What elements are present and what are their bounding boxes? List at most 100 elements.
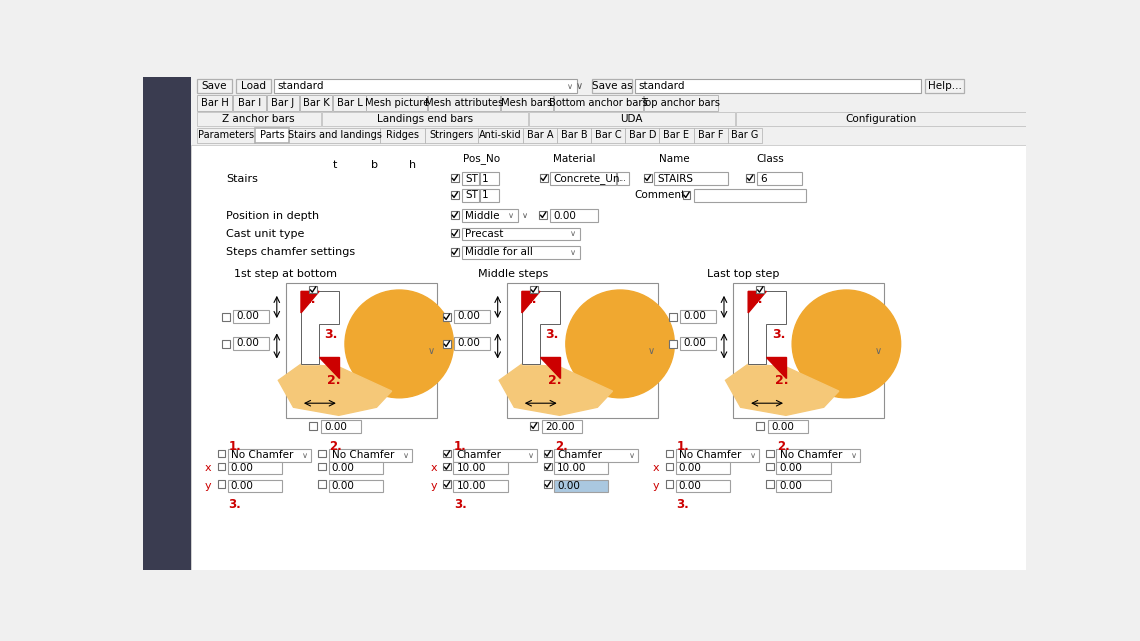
Text: ∨: ∨ — [628, 451, 635, 460]
Text: Bar L: Bar L — [336, 98, 363, 108]
Polygon shape — [319, 358, 339, 378]
Bar — [683, 191, 691, 199]
Bar — [500, 96, 553, 111]
Bar — [222, 313, 230, 320]
Text: 0.00: 0.00 — [678, 481, 702, 491]
Text: 3.: 3. — [228, 498, 241, 511]
Bar — [454, 310, 489, 322]
Bar — [267, 96, 299, 111]
Text: y: y — [205, 481, 212, 491]
Text: No Chamfer: No Chamfer — [780, 451, 842, 460]
Text: Landings end bars: Landings end bars — [376, 114, 473, 124]
Text: 0.00: 0.00 — [236, 338, 259, 348]
Text: Stringers: Stringers — [430, 130, 474, 140]
Bar — [757, 172, 803, 185]
Text: ∨: ∨ — [750, 451, 756, 460]
Text: Steps chamfer settings: Steps chamfer settings — [226, 247, 356, 258]
Text: ∨: ∨ — [402, 451, 409, 460]
Bar — [554, 462, 609, 474]
Text: No Chamfer: No Chamfer — [332, 451, 394, 460]
Text: 3.: 3. — [454, 498, 466, 511]
Bar — [451, 211, 458, 219]
Bar — [676, 449, 759, 462]
Text: Bar K: Bar K — [303, 98, 329, 108]
Bar — [197, 128, 255, 143]
Text: Last top step: Last top step — [707, 269, 780, 279]
Text: 0.00: 0.00 — [324, 422, 347, 431]
Text: x: x — [653, 463, 660, 473]
Text: ∨: ∨ — [850, 451, 857, 460]
Text: 0.00: 0.00 — [553, 210, 576, 221]
Bar — [530, 286, 538, 294]
Text: 0.00: 0.00 — [332, 463, 355, 473]
Bar — [766, 463, 774, 470]
Bar — [669, 340, 677, 347]
Bar — [681, 337, 716, 349]
Polygon shape — [748, 292, 766, 313]
Text: 1: 1 — [482, 190, 489, 201]
Bar — [309, 422, 317, 429]
Bar — [693, 128, 727, 143]
Bar — [776, 479, 831, 492]
Text: 1.: 1. — [228, 440, 241, 453]
Text: 3.: 3. — [676, 498, 689, 511]
Text: t: t — [333, 160, 337, 170]
Text: 1.: 1. — [302, 293, 316, 306]
Text: Bottom anchor bars: Bottom anchor bars — [549, 98, 648, 108]
Text: ST: ST — [465, 174, 478, 183]
Bar — [529, 112, 734, 126]
Text: 10.00: 10.00 — [456, 481, 486, 491]
Text: 2.: 2. — [555, 440, 568, 453]
Bar — [540, 174, 548, 181]
Text: Bar I: Bar I — [238, 98, 261, 108]
Text: Bar C: Bar C — [595, 130, 621, 140]
Bar — [288, 128, 381, 143]
Text: b: b — [370, 160, 377, 170]
Text: 20.00: 20.00 — [545, 422, 575, 431]
Polygon shape — [540, 358, 560, 378]
Bar — [462, 172, 479, 185]
Bar — [328, 479, 383, 492]
Bar — [451, 191, 458, 199]
Text: Bar B: Bar B — [561, 130, 587, 140]
Bar — [635, 79, 921, 93]
Bar — [222, 340, 230, 347]
Text: Mesh bars: Mesh bars — [502, 98, 553, 108]
Text: standard: standard — [638, 81, 685, 91]
Text: 1.: 1. — [454, 440, 466, 453]
Text: 0.00: 0.00 — [683, 338, 706, 348]
Text: Bar G: Bar G — [731, 130, 758, 140]
Text: 1: 1 — [482, 174, 489, 183]
Bar — [551, 210, 598, 222]
Bar — [544, 480, 552, 488]
Text: Bar F: Bar F — [698, 130, 723, 140]
Bar — [681, 310, 716, 322]
Bar — [480, 189, 499, 202]
Text: ∨: ∨ — [528, 451, 534, 460]
Text: 3.: 3. — [325, 328, 337, 341]
Text: Z anchor bars: Z anchor bars — [222, 114, 295, 124]
Bar — [197, 112, 320, 126]
Text: y: y — [431, 481, 438, 491]
Bar — [676, 479, 730, 492]
Text: 0.00: 0.00 — [683, 312, 706, 321]
Text: Parameters: Parameters — [197, 130, 254, 140]
Bar — [766, 449, 774, 457]
Bar — [218, 449, 226, 457]
Bar — [428, 96, 499, 111]
Text: Class: Class — [756, 154, 784, 163]
Bar — [425, 128, 478, 143]
Polygon shape — [301, 292, 319, 313]
Bar — [443, 463, 451, 470]
Text: x: x — [205, 463, 212, 473]
Text: ∨: ∨ — [570, 248, 577, 257]
Text: 0.00: 0.00 — [332, 481, 355, 491]
Bar — [554, 479, 609, 492]
Text: Anti-skid: Anti-skid — [479, 130, 522, 140]
Bar — [617, 172, 629, 185]
Bar — [318, 480, 326, 488]
Bar — [234, 96, 266, 111]
Circle shape — [345, 290, 454, 398]
Bar — [236, 79, 271, 93]
Bar — [190, 145, 1026, 570]
